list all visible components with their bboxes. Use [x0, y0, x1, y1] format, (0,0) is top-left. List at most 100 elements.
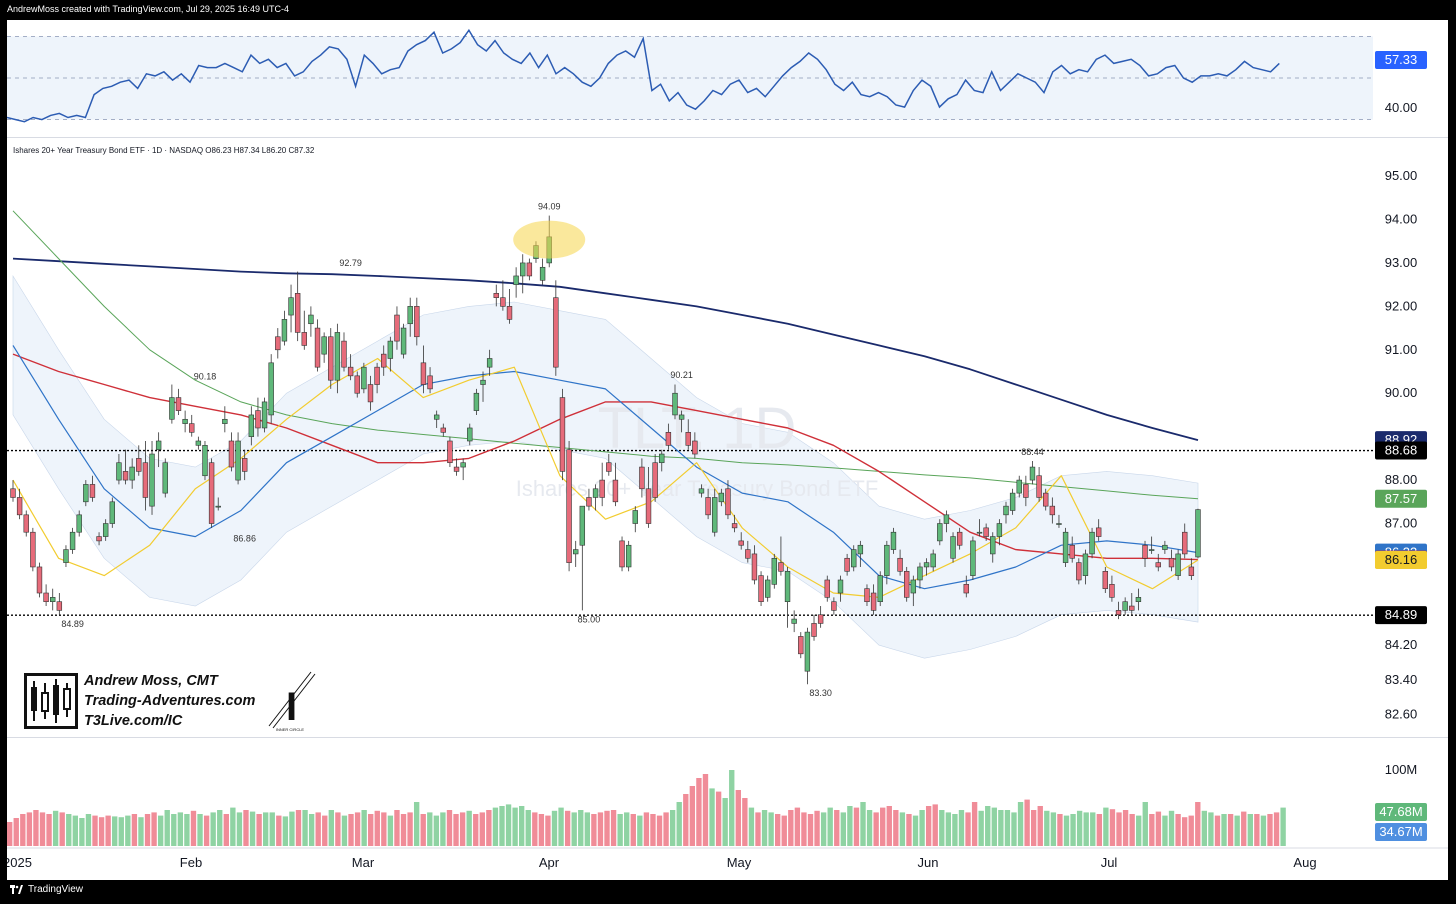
volume-bar — [807, 814, 814, 846]
candle-body — [837, 579, 844, 594]
volume-bar — [1142, 802, 1148, 846]
candle-body — [956, 531, 963, 546]
volume-bar — [1017, 802, 1024, 846]
volume-bar — [886, 806, 892, 846]
candle-body — [1148, 549, 1155, 551]
candle-body — [619, 540, 625, 568]
volume-bar — [39, 812, 46, 846]
candle — [539, 258, 546, 285]
candle-body — [1109, 584, 1115, 598]
candle — [308, 306, 314, 337]
volume-bar — [637, 815, 643, 846]
price-tick-label: 83.40 — [1385, 672, 1418, 687]
candle-body — [189, 423, 195, 433]
volume-bar — [249, 811, 256, 846]
candle — [1043, 488, 1049, 511]
rsi-pane[interactable]: 40.00 57.33 — [7, 20, 1448, 138]
volume-bar — [499, 806, 505, 846]
candle-body — [387, 340, 394, 359]
volume-bar — [591, 814, 597, 846]
volume-bar — [79, 818, 85, 846]
volume-bar — [505, 804, 512, 846]
volume-pane[interactable]: 100M 47.68M 34.67M 2025 Feb Mar Apr May Jun Jul Au… — [7, 738, 1448, 880]
candle — [831, 597, 837, 615]
volume-bar — [263, 812, 269, 846]
candle-body — [89, 484, 96, 498]
volume-bar — [335, 812, 341, 846]
candle-body — [275, 336, 281, 351]
candle — [698, 484, 705, 498]
candle-body — [427, 375, 433, 390]
volume-bar — [1162, 815, 1168, 846]
price-value-label-bg — [1375, 441, 1427, 460]
candle — [175, 388, 182, 415]
chart-panel[interactable]: 40.00 57.33 TLT, 1D Ishares 20+ Year Treas… — [7, 20, 1448, 880]
volume-bar — [466, 810, 472, 846]
candle-body — [182, 418, 188, 424]
volume-bar — [1063, 815, 1070, 846]
candlestick-logo-icon — [24, 673, 78, 729]
volume-bar — [1195, 802, 1201, 846]
volume-bar — [125, 815, 131, 846]
volume-bar — [748, 807, 755, 846]
volume-bar — [643, 812, 650, 846]
candle — [23, 510, 29, 537]
candle-body — [910, 579, 917, 594]
candle-body — [712, 497, 718, 533]
candle-body — [142, 462, 149, 498]
volume-bar — [873, 812, 879, 846]
candle-body — [877, 575, 883, 603]
candle — [1062, 527, 1069, 567]
candle-body — [771, 557, 778, 585]
volume-bar — [105, 815, 111, 846]
candle-body — [1095, 527, 1102, 537]
candle — [566, 441, 572, 572]
volume-bar — [827, 807, 833, 846]
candle-body — [884, 544, 890, 576]
candle — [381, 345, 387, 376]
volume-bar — [519, 806, 525, 846]
candle-body — [1115, 610, 1122, 616]
price-annotation: 90.21 — [670, 370, 693, 380]
candle-body — [109, 501, 116, 524]
volume-bar — [1037, 806, 1043, 846]
volume-bar — [387, 815, 394, 846]
volume-bar — [1149, 814, 1155, 846]
svg-text:I: I — [286, 685, 297, 729]
candle-body — [1023, 484, 1029, 498]
volume-bar — [52, 810, 59, 846]
price-tick-label: 92.00 — [1385, 298, 1418, 313]
candle — [1029, 460, 1036, 485]
candle-body — [1162, 544, 1168, 550]
candle — [321, 332, 327, 363]
tradingview-logo-icon — [10, 885, 23, 894]
candle-body — [870, 592, 877, 611]
candle — [1049, 497, 1056, 524]
volume-bar — [794, 807, 801, 846]
volume-bar — [486, 810, 492, 846]
candle — [427, 367, 433, 394]
candle — [599, 462, 605, 507]
candle-body — [513, 275, 519, 285]
volume-bar — [1076, 810, 1083, 846]
price-value-label-bg — [1375, 551, 1427, 570]
candle-body — [579, 505, 586, 546]
candle — [281, 310, 288, 346]
volume-bar — [85, 814, 92, 846]
tradingview-footer: TradingView — [10, 884, 83, 895]
candle-body — [804, 631, 811, 672]
candle — [486, 349, 493, 376]
candle — [1076, 558, 1082, 585]
candle-body — [890, 531, 897, 550]
candle — [1188, 558, 1195, 580]
candle-body — [784, 570, 791, 603]
candle-body — [1062, 531, 1069, 563]
candle — [1023, 475, 1029, 507]
volume-bar — [256, 814, 262, 846]
volume-bar — [13, 818, 19, 846]
volume-bar — [413, 802, 420, 846]
volume-bar — [1260, 815, 1267, 846]
candle — [586, 488, 592, 511]
volume-bar — [532, 812, 538, 846]
